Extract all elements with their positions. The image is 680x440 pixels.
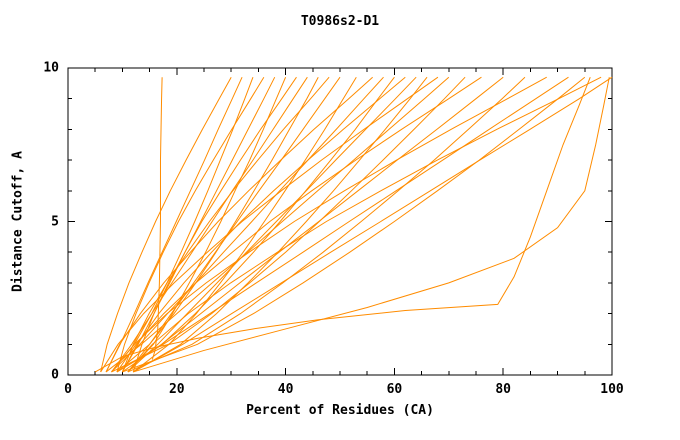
x-tick-label: 40 xyxy=(277,382,294,397)
y-axis-label: Distance Cutoff, A xyxy=(10,151,26,292)
y-tick-label: 5 xyxy=(51,214,59,229)
y-tick-label: 10 xyxy=(43,60,59,76)
x-tick-label: 80 xyxy=(495,382,512,397)
chart-title: T0986s2-D1 xyxy=(300,14,380,29)
x-axis-label: Percent of Residues (CA) xyxy=(246,403,434,418)
x-tick-label: 20 xyxy=(168,382,185,397)
x-tick-label: 60 xyxy=(386,382,403,397)
x-tick-label: 0 xyxy=(64,382,72,397)
x-tick-label: 100 xyxy=(600,382,624,397)
y-tick-label: 0 xyxy=(51,367,59,383)
